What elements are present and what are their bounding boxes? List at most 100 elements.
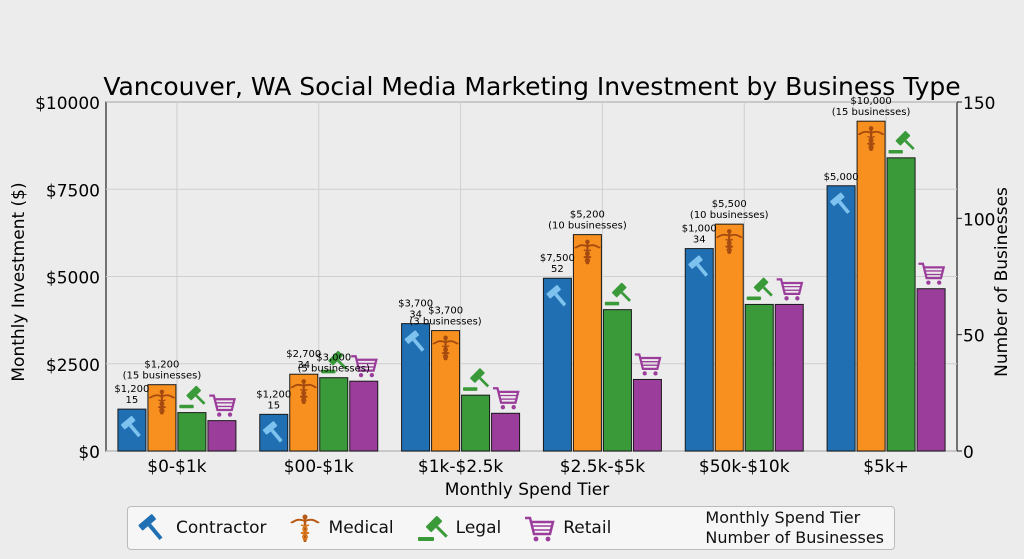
legend-label: Contractor <box>176 518 267 538</box>
legend-label: Legal <box>455 518 502 538</box>
data-label: $3,000 <box>316 353 351 364</box>
chart-title: Vancouver, WA Social Media Marketing Inv… <box>103 72 960 101</box>
caduceus-icon <box>857 126 885 151</box>
legend-note-businesses: Number of Businesses <box>705 528 884 547</box>
data-label: $2,700 <box>286 349 321 360</box>
bar-contractor <box>826 185 856 452</box>
caduceus-icon <box>432 335 459 361</box>
gavel-icon <box>179 385 206 409</box>
x-tick-label: $00-$1k <box>284 457 354 477</box>
y2-axis-label: Number of Businesses <box>992 187 1012 377</box>
bar-medical <box>572 234 602 452</box>
y-tick-label: $5000 <box>46 269 100 289</box>
bar-retail <box>207 420 237 452</box>
caduceus-icon <box>148 389 176 415</box>
data-label: $5,000 <box>824 172 859 183</box>
gavel-icon <box>604 282 631 306</box>
hammer-icon <box>546 285 567 307</box>
bar-retail <box>491 412 521 452</box>
bar-legal <box>461 394 491 452</box>
legend-item-legal[interactable]: Legal <box>416 512 502 544</box>
hammer-icon <box>262 421 283 443</box>
data-label: 15 <box>267 400 280 411</box>
bar-medical <box>714 223 744 452</box>
data-label: 15 <box>126 395 139 406</box>
data-label: $7,500 <box>540 253 575 264</box>
bar-contractor <box>542 277 572 452</box>
bar-contractor <box>117 408 147 452</box>
legend-label: Retail <box>563 518 612 538</box>
gavel-icon <box>462 368 490 391</box>
y-tick-label: $10000 <box>35 94 100 114</box>
bar-legal <box>744 303 774 452</box>
cart-icon <box>634 353 662 376</box>
y-tick-label: $0 <box>78 443 100 463</box>
data-label: $1,200 <box>256 389 291 400</box>
cart-icon <box>209 394 236 417</box>
data-label: $1,000 <box>682 224 717 235</box>
bar-medical <box>856 120 886 452</box>
bar-retail <box>349 380 379 452</box>
legend-note-spend-tier: Monthly Spend Tier <box>705 508 861 527</box>
cart-icon <box>525 516 555 542</box>
data-label: 52 <box>551 264 564 275</box>
caduceus-icon <box>574 239 601 265</box>
x-tick-label: $50k-$10k <box>699 457 790 477</box>
bar-legal <box>177 412 207 452</box>
data-label: $3,700 <box>428 306 463 317</box>
data-label: 34 <box>693 235 706 246</box>
hammer-icon <box>404 330 425 352</box>
data-label: $3,700 <box>398 299 433 310</box>
y-axis-label: Monthly Investment ($) <box>9 182 29 381</box>
data-label: (10 businesses) <box>548 221 627 232</box>
y-tick-label: $7500 <box>46 181 100 201</box>
bar-legal <box>602 309 632 452</box>
y-tick-label: $2500 <box>46 356 100 376</box>
data-label: (15 businesses) <box>123 371 202 382</box>
legend: Contractor Medical Legal Retail <box>127 506 895 550</box>
data-label: $5,200 <box>570 210 605 221</box>
data-label: $5,500 <box>712 199 747 210</box>
data-label: 34 <box>409 310 422 321</box>
gavel-icon <box>888 130 915 154</box>
x-axis-label: Monthly Spend Tier <box>445 480 610 500</box>
caduceus-icon <box>290 379 317 404</box>
legend-item-medical[interactable]: Medical <box>289 512 394 544</box>
plot-area: $0 $2500 $5000 $7500 $10000 0 50 100 150 $0-$1k $0… <box>35 94 995 477</box>
x-tick-label: $5k+ <box>863 457 909 477</box>
legend-label: Medical <box>328 518 394 538</box>
data-label: $1,200 <box>144 360 179 371</box>
cart-icon <box>776 278 804 301</box>
hammer-icon <box>830 192 850 214</box>
data-label: (3 businesses) <box>409 317 481 328</box>
bar-retail <box>632 378 662 452</box>
hammer-icon <box>138 514 163 541</box>
bar-contractor <box>401 323 431 452</box>
y2-tick-label: 150 <box>963 94 995 114</box>
bar-retail <box>916 288 946 452</box>
cart-icon <box>351 355 378 378</box>
data-label: (5 businesses) <box>298 364 370 375</box>
bar-retail <box>774 303 804 452</box>
hammer-icon <box>120 415 141 438</box>
caduceus-icon <box>289 514 320 542</box>
data-label: 34 <box>297 360 310 371</box>
legend-item-contractor[interactable]: Contractor <box>136 512 267 544</box>
cart-icon <box>918 262 946 285</box>
x-tick-label: $2.5k-$5k <box>560 457 645 477</box>
bar-legal <box>886 157 916 452</box>
y2-tick-label: 0 <box>963 443 974 463</box>
data-label: $10,000 <box>850 96 891 107</box>
caduceus-icon <box>716 229 743 254</box>
y2-tick-label: 50 <box>963 327 985 347</box>
x-tick-label: $1k-$2.5k <box>418 457 503 477</box>
cart-icon <box>492 387 520 410</box>
y2-tick-label: 100 <box>963 210 995 230</box>
legend-item-retail[interactable]: Retail <box>523 512 611 544</box>
bar-chart: Vancouver, WA Social Media Marketing Inv… <box>9 72 1012 500</box>
x-tick-label: $0-$1k <box>147 457 206 477</box>
gavel-icon <box>746 277 773 301</box>
data-label: (10 businesses) <box>690 210 769 221</box>
bar-legal <box>319 377 349 452</box>
legend-notes: Monthly Spend Tier Number of Businesses <box>705 508 884 548</box>
